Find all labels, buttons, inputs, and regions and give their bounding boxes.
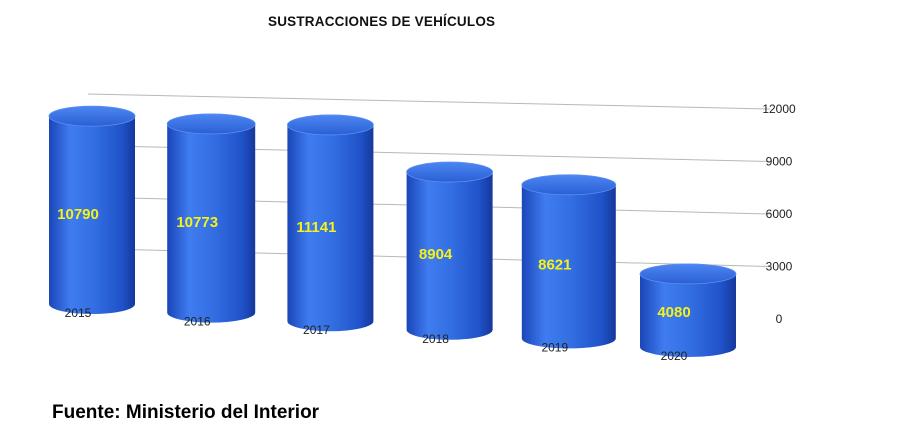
data-label: 8904 — [419, 246, 453, 263]
data-label: 10773 — [176, 214, 218, 231]
data-label: 8621 — [538, 257, 571, 274]
x-category-label: 2015 — [65, 306, 92, 320]
cylinder-bar — [639, 263, 737, 357]
cylinder-top — [521, 174, 617, 196]
cylinder-bar — [166, 113, 256, 323]
y-tick-label: 0 — [776, 312, 783, 326]
y-tick-label: 3000 — [766, 260, 793, 274]
cylinder-bar — [406, 161, 494, 340]
cylinder-top — [639, 263, 737, 285]
cylinder-bar — [521, 174, 617, 349]
chart-title: SUSTRACCIONES DE VEHÍCULOS — [268, 14, 496, 29]
x-category-label: 2020 — [661, 349, 688, 363]
y-tick-label: 9000 — [766, 155, 793, 169]
cylinder-bar — [48, 105, 136, 314]
x-category-label: 2019 — [541, 340, 568, 354]
x-category-label: 2017 — [303, 323, 330, 337]
source-note: Fuente: Ministerio del Interior — [52, 402, 320, 423]
data-label: 11141 — [296, 219, 336, 236]
y-tick-label: 6000 — [766, 207, 793, 221]
gridline — [87, 93, 771, 110]
cylinder-body — [49, 116, 135, 314]
cylinder-bar — [286, 114, 374, 332]
cylinder-top — [48, 105, 136, 127]
cylinder-body — [167, 123, 256, 323]
cylinder-top — [286, 114, 374, 136]
cylinder-body — [287, 124, 374, 332]
cylinder-body — [406, 172, 493, 340]
y-tick-label: 12000 — [762, 102, 796, 116]
cylinder-body — [521, 184, 616, 349]
data-label: 10790 — [57, 206, 99, 223]
cylinder-top — [406, 161, 494, 183]
cylinder-body — [640, 273, 736, 357]
x-category-label: 2018 — [422, 332, 449, 346]
data-label: 4080 — [657, 304, 690, 321]
cylinder-top — [166, 113, 256, 135]
x-category-label: 2016 — [184, 315, 211, 329]
